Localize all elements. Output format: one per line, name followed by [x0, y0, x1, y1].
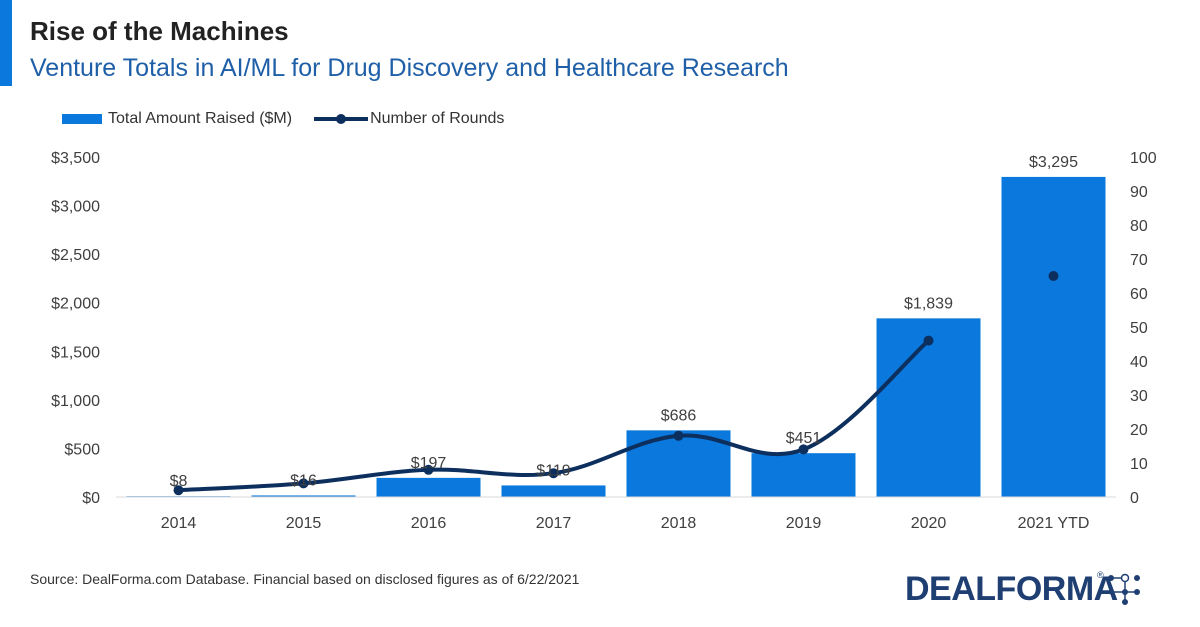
rounds-point	[423, 464, 434, 475]
x-tick-label: 2021 YTD	[1018, 515, 1090, 532]
y-left-tick-label: $1,000	[51, 393, 100, 410]
logo-registered-mark: ®	[1097, 570, 1104, 580]
rounds-point	[1048, 271, 1059, 281]
x-tick-label: 2016	[411, 515, 447, 532]
y-right-tick-label: 40	[1130, 354, 1148, 371]
chart-legend: Total Amount Raised ($M) Number of Round…	[62, 110, 526, 128]
y-right-tick-label: 50	[1130, 320, 1148, 337]
y-right-tick-label: 0	[1130, 490, 1139, 507]
bar-data-label: $686	[661, 407, 697, 424]
x-tick-label: 2015	[286, 515, 322, 532]
bar-data-label: $119	[536, 462, 571, 479]
source-note: Source: DealForma.com Database. Financia…	[30, 571, 580, 587]
rounds-point	[923, 335, 934, 346]
legend-line-swatch	[314, 114, 369, 124]
chart-title: Rise of the Machines	[30, 16, 289, 46]
legend-item-amount: Total Amount Raised ($M)	[62, 110, 292, 128]
bar-amount-raised	[376, 477, 481, 497]
bar-data-label: $1,839	[904, 295, 953, 312]
y-left-tick-label: $2,000	[51, 296, 100, 313]
logo-network-icon	[1108, 573, 1140, 605]
rounds-point	[548, 468, 559, 479]
bar-data-label: $16	[290, 472, 317, 489]
y-right-tick-label: 20	[1130, 422, 1148, 439]
bar-amount-raised	[751, 453, 856, 497]
x-tick-label: 2017	[536, 515, 572, 532]
legend-label-amount: Total Amount Raised ($M)	[108, 110, 293, 127]
rounds-point	[798, 444, 809, 455]
x-tick-label: 2018	[661, 515, 697, 532]
x-tick-label: 2019	[786, 515, 822, 532]
y-left-tick-label: $3,500	[51, 150, 100, 167]
bar-data-label: $451	[786, 430, 822, 447]
y-right-tick-label: 100	[1130, 150, 1157, 167]
combo-chart: $0 $500 $1,000 $1,500 $2,000 $2,500 $3,000 $3,5…	[51, 150, 1157, 532]
logo-wordmark: DEALFORMA	[905, 570, 1118, 608]
dealforma-logo: DEALFORMA ®	[905, 566, 1155, 610]
legend-label-rounds: Number of Rounds	[370, 110, 505, 127]
title-accent-bar	[0, 0, 12, 86]
y-right-tick-label: 10	[1130, 456, 1148, 473]
y-right-tick-label: 60	[1130, 286, 1148, 303]
rounds-point	[173, 485, 184, 496]
bar-data-label: $197	[411, 455, 447, 472]
y-left-tick-label: $0	[82, 490, 100, 507]
bar-amount-raised	[1001, 176, 1106, 497]
bar-amount-raised	[251, 495, 356, 497]
y-right-tick-label: 30	[1130, 388, 1148, 405]
rounds-point	[298, 478, 309, 489]
chart-subtitle: Venture Totals in AI/ML for Drug Discove…	[30, 54, 789, 82]
y-left-tick-label: $3,000	[51, 199, 100, 216]
y-left-tick-label: $2,500	[51, 247, 100, 264]
y-right-tick-label: 70	[1130, 252, 1148, 269]
legend-bar-swatch	[62, 114, 102, 124]
bar-amount-raised	[876, 318, 981, 497]
bar-data-label: $8	[170, 473, 188, 490]
x-tick-label: 2014	[161, 515, 197, 532]
rounds-point	[673, 430, 684, 441]
legend-item-rounds: Number of Rounds	[314, 110, 504, 128]
y-right-tick-label: 80	[1130, 218, 1148, 235]
x-tick-label: 2020	[911, 515, 947, 532]
y-left-tick-label: $500	[64, 441, 100, 458]
bar-amount-raised	[501, 485, 606, 497]
y-left-tick-label: $1,500	[51, 344, 100, 361]
bar-data-label: $3,295	[1029, 154, 1078, 171]
y-right-tick-label: 90	[1130, 184, 1148, 201]
